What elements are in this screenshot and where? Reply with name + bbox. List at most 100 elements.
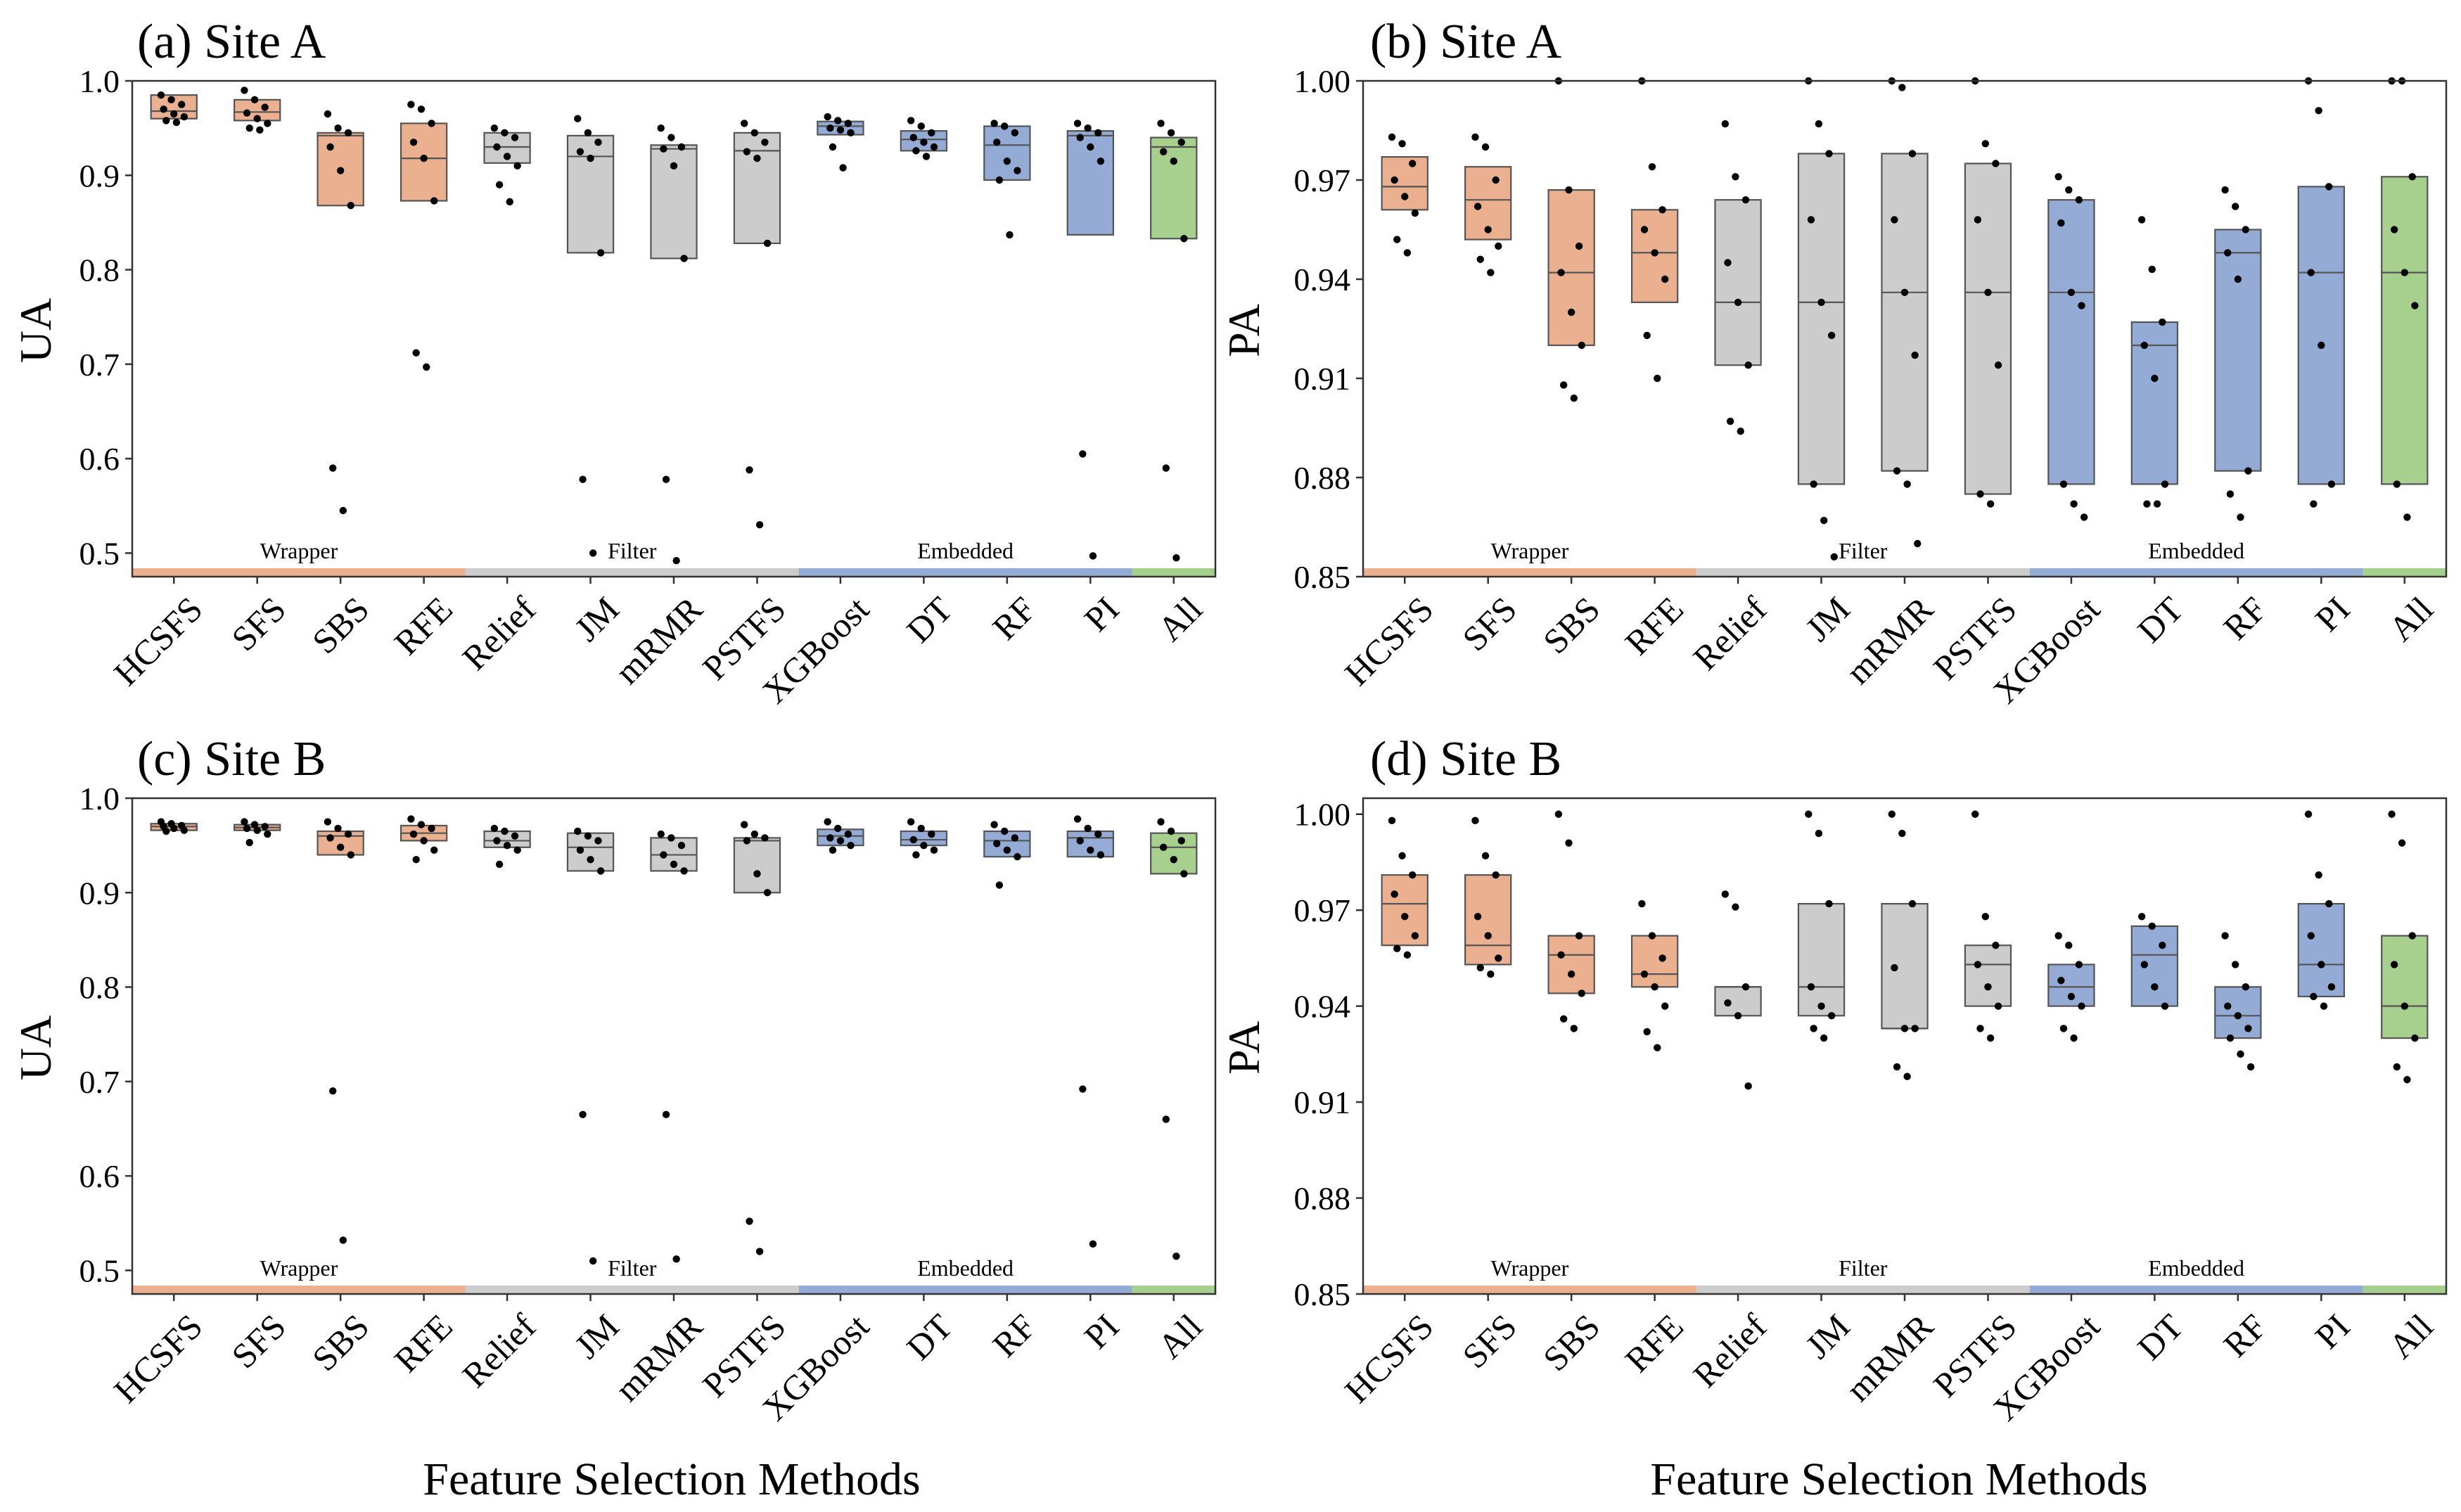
group-label-wrapper: Wrapper — [260, 538, 338, 563]
plot-frame — [1362, 797, 2448, 1295]
point-rf — [2231, 203, 2239, 210]
point-rfe — [423, 363, 430, 371]
y-tick-label: 0.9 — [79, 875, 120, 911]
point-rf — [1014, 167, 1021, 174]
point-jm — [1810, 480, 1817, 488]
point-dt — [2140, 961, 2148, 968]
point-sfs — [243, 109, 251, 117]
point-pstfs — [1986, 1034, 1995, 1042]
x-tick-label-rfe: RFE — [1617, 1307, 1690, 1380]
group-bar-wrapper — [1363, 568, 1696, 577]
box-jm — [1797, 153, 1846, 485]
y-tick-label: 0.9 — [79, 158, 120, 193]
point-all — [1162, 1115, 1170, 1123]
x-tick-label-dt: DT — [899, 589, 960, 651]
point-jm — [1815, 120, 1823, 128]
point-all — [2388, 810, 2396, 818]
point-all — [2408, 173, 2416, 181]
point-mrmr — [660, 851, 667, 859]
point-dt — [2148, 265, 2156, 274]
x-tick-label-rfe: RFE — [1617, 589, 1690, 662]
panel-c-title: (c) Site B — [137, 732, 326, 786]
point-sfs — [1471, 816, 1479, 825]
point-sfs — [1495, 242, 1502, 250]
y-tick-label: 0.85 — [1294, 559, 1351, 595]
point-relief — [513, 846, 521, 854]
point-sfs — [1474, 203, 1482, 210]
x-axis-label-right: Feature Selection Methods — [1650, 1454, 2148, 1505]
point-dt — [907, 818, 915, 826]
group-bar-embedded — [2029, 1286, 2363, 1294]
point-relief — [490, 124, 499, 132]
point-xgboost — [2065, 942, 2073, 949]
point-mrmr — [672, 1255, 680, 1263]
point-rfe — [1640, 226, 1649, 233]
point-xgboost — [829, 846, 837, 854]
point-sbs — [329, 464, 337, 472]
point-jm — [1817, 298, 1825, 307]
group-bar-embedded — [2029, 568, 2363, 577]
point-jm — [574, 827, 582, 835]
point-hcsfs — [1388, 133, 1396, 141]
point-xgboost — [847, 129, 855, 137]
point-mrmr — [1893, 467, 1901, 475]
point-relief — [1724, 259, 1732, 267]
x-tick-label-hcsfs: HCSFS — [106, 1307, 210, 1411]
group-bar-filter — [465, 1286, 799, 1294]
point-pi — [1084, 124, 1092, 132]
point-xgboost — [844, 120, 852, 127]
point-xgboost — [2067, 288, 2076, 296]
point-pi — [1089, 1240, 1097, 1248]
box-rf — [983, 830, 1031, 858]
point-rfe — [1658, 954, 1666, 962]
point-relief — [493, 837, 501, 845]
point-sfs — [1492, 176, 1500, 184]
point-xgboost — [839, 164, 847, 172]
box-pstfs — [733, 132, 781, 245]
x-tick-label-relief: Relief — [454, 1306, 543, 1395]
point-pi — [1084, 824, 1092, 833]
point-hcsfs — [167, 96, 175, 104]
box-relief — [1714, 199, 1762, 366]
y-tick-label: 1.00 — [1294, 797, 1351, 833]
point-sfs — [245, 124, 253, 132]
group-label-embedded: Embedded — [917, 538, 1014, 563]
point-rf — [1000, 827, 1009, 835]
x-tick-label-dt: DT — [899, 1307, 960, 1368]
point-rfe — [407, 101, 415, 108]
point-sfs — [261, 103, 269, 111]
point-sfs — [1481, 143, 1490, 151]
point-dt — [928, 129, 935, 137]
point-rf — [2234, 275, 2242, 283]
point-mrmr — [1914, 539, 1922, 548]
point-rfe — [428, 120, 435, 127]
point-sbs — [1565, 186, 1573, 194]
point-rfe — [412, 349, 420, 357]
point-sbs — [336, 167, 345, 174]
point-sfs — [264, 120, 271, 127]
point-all — [2408, 932, 2416, 940]
point-sfs — [241, 818, 248, 826]
point-jm — [587, 856, 594, 864]
x-tick-label-pi: PI — [2307, 1307, 2357, 1357]
box-jm — [566, 832, 615, 872]
x-tick-label-mrmr: mRMR — [608, 1306, 710, 1409]
x-tick-label-mrmr: mRMR — [608, 589, 710, 691]
point-mrmr — [670, 162, 678, 170]
point-pstfs — [750, 129, 759, 137]
point-rfe — [420, 154, 428, 162]
group-label-embedded: Embedded — [917, 1255, 1014, 1281]
point-pstfs — [1981, 140, 1990, 148]
point-pstfs — [763, 239, 772, 248]
point-pi — [2307, 269, 2315, 276]
point-xgboost — [826, 834, 834, 842]
point-xgboost — [2067, 992, 2076, 1001]
point-jm — [1820, 516, 1828, 525]
point-relief — [511, 832, 519, 840]
point-sfs — [250, 96, 259, 104]
point-rfe — [1654, 1044, 1661, 1051]
point-rf — [1003, 846, 1011, 854]
panel-d-ylabel: PA — [1219, 1021, 1269, 1075]
point-xgboost — [2070, 500, 2078, 508]
point-sbs — [324, 110, 332, 118]
